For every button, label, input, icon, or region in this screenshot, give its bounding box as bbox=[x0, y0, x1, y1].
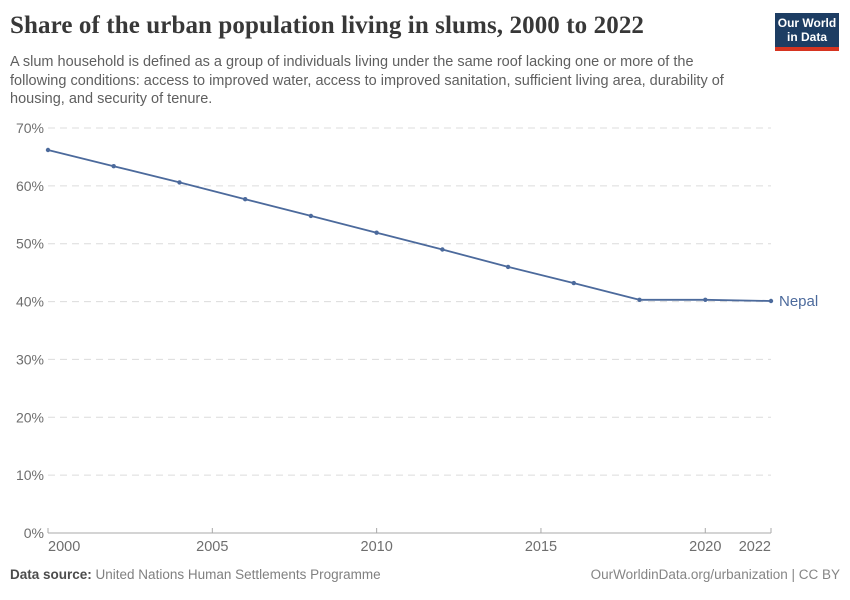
chart-footer: Data source: United Nations Human Settle… bbox=[10, 567, 840, 582]
owid-logo[interactable]: Our World in Data bbox=[775, 13, 839, 51]
data-point-2018[interactable] bbox=[637, 297, 642, 302]
y-tick-label-30: 30% bbox=[16, 351, 44, 367]
y-tick-label-20: 20% bbox=[16, 409, 44, 425]
data-point-2020[interactable] bbox=[703, 297, 708, 302]
chart-title: Share of the urban population living in … bbox=[10, 12, 645, 39]
data-point-2022[interactable] bbox=[768, 298, 774, 304]
x-tick-label-2010: 2010 bbox=[361, 539, 393, 555]
y-tick-label-60: 60% bbox=[16, 178, 44, 194]
series-end-label-nepal[interactable]: Nepal bbox=[779, 293, 818, 310]
data-source-label: Data source: bbox=[10, 567, 92, 582]
y-tick-label-40: 40% bbox=[16, 294, 44, 310]
data-point-2008[interactable] bbox=[308, 213, 314, 219]
data-point-2006[interactable] bbox=[243, 197, 248, 202]
y-tick-label-70: 70% bbox=[16, 120, 44, 136]
data-point-2010[interactable] bbox=[374, 230, 379, 235]
y-tick-label-50: 50% bbox=[16, 236, 44, 252]
owid-logo-line2: in Data bbox=[786, 30, 827, 44]
x-tick-label-2020: 2020 bbox=[689, 539, 721, 555]
chart-subtitle: A slum household is defined as a group o… bbox=[10, 54, 724, 107]
y-tick-label-10: 10% bbox=[16, 467, 44, 483]
x-tick-label-2000: 2000 bbox=[48, 539, 80, 555]
data-point-2002[interactable] bbox=[111, 164, 116, 169]
x-tick-label-2005: 2005 bbox=[196, 539, 228, 555]
data-point-2004[interactable] bbox=[177, 180, 182, 185]
owid-logo-line1: Our World bbox=[777, 16, 837, 30]
data-source: Data source: United Nations Human Settle… bbox=[10, 567, 381, 582]
x-tick-label-2015: 2015 bbox=[525, 539, 557, 555]
attribution-link[interactable]: OurWorldinData.org/urbanization | CC BY bbox=[590, 567, 840, 582]
data-point-2016[interactable] bbox=[571, 280, 576, 286]
data-point-2014[interactable] bbox=[505, 264, 511, 270]
x-tick-label-2022: 2022 bbox=[739, 539, 771, 555]
data-point-2000[interactable] bbox=[45, 147, 51, 153]
data-source-value: United Nations Human Settlements Program… bbox=[91, 567, 381, 582]
series-line-nepal[interactable] bbox=[47, 149, 772, 302]
data-point-2012[interactable] bbox=[440, 247, 445, 252]
y-tick-label-0: 0% bbox=[24, 525, 44, 541]
